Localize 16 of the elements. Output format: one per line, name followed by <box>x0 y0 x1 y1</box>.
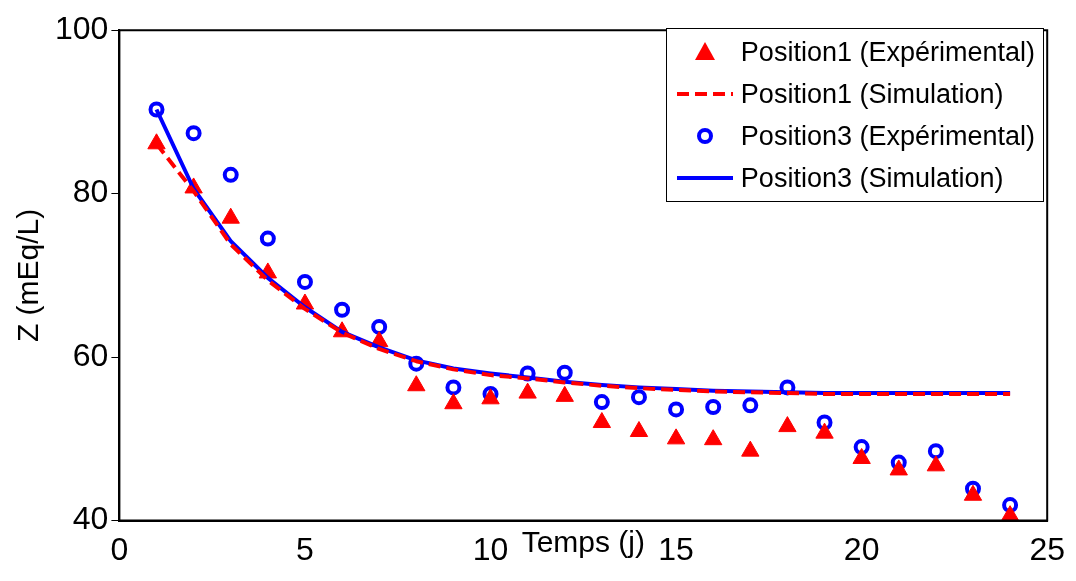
y-tick-label: 40 <box>72 500 109 537</box>
x-tick-label: 5 <box>296 530 314 567</box>
x-tick-label: 0 <box>110 530 129 567</box>
legend-label: Position3 (Expérimental) <box>740 120 1035 153</box>
x-tick-label: 20 <box>843 530 880 567</box>
x-tick-label: 25 <box>1029 530 1065 567</box>
y-tick-label: 80 <box>72 173 109 210</box>
x-axis-title: Temps (j) <box>521 524 645 558</box>
legend-label: Position1 (Simulation) <box>740 78 1004 111</box>
x-tick-label: 10 <box>472 530 509 567</box>
legend-label: Position3 (Simulation) <box>740 162 1004 195</box>
y-axis-title: Z (mEq/L) <box>11 208 45 343</box>
y-tick-label: 100 <box>55 10 109 47</box>
x-tick-label: 15 <box>658 530 694 567</box>
y-tick-label: 60 <box>72 336 109 373</box>
legend-label: Position1 (Expérimental) <box>740 36 1035 69</box>
